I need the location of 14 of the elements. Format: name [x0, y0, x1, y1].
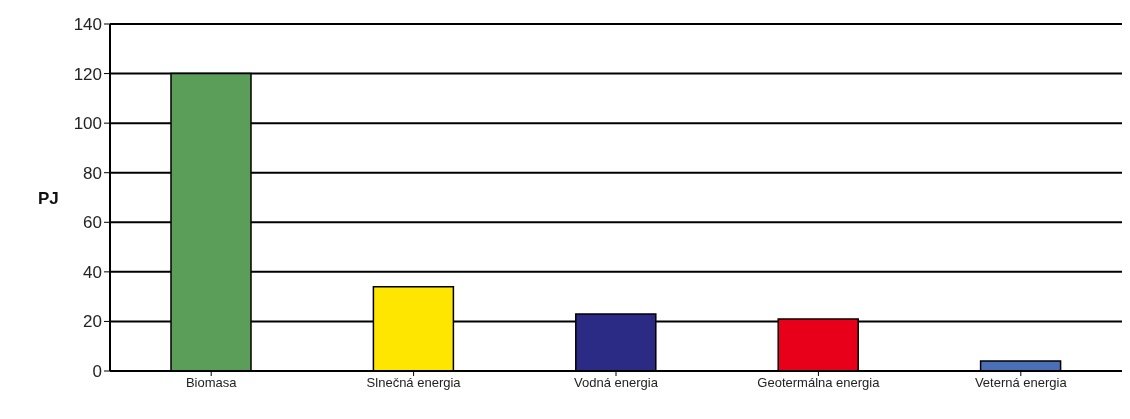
y-tick-label: 40 — [83, 262, 102, 282]
x-tick-label: Geotermálna energia — [757, 375, 881, 391]
x-tick-label: Veterná energia — [974, 375, 1068, 391]
y-tick-label: 0 — [92, 362, 102, 382]
y-tick-label: 80 — [83, 163, 102, 183]
y-axis-title: PJ — [38, 188, 59, 208]
x-tick-label: Biomasa — [185, 375, 238, 391]
x-tick-label: Slnečná energia — [366, 375, 462, 391]
y-tick-label: 140 — [73, 15, 102, 35]
y-tick-label: 20 — [83, 312, 102, 332]
y-tick-label: 120 — [73, 64, 102, 84]
x-tick-label: Vodná energia — [574, 375, 659, 391]
y-tick-label: 100 — [73, 114, 102, 134]
y-tick-label: 60 — [83, 213, 102, 233]
